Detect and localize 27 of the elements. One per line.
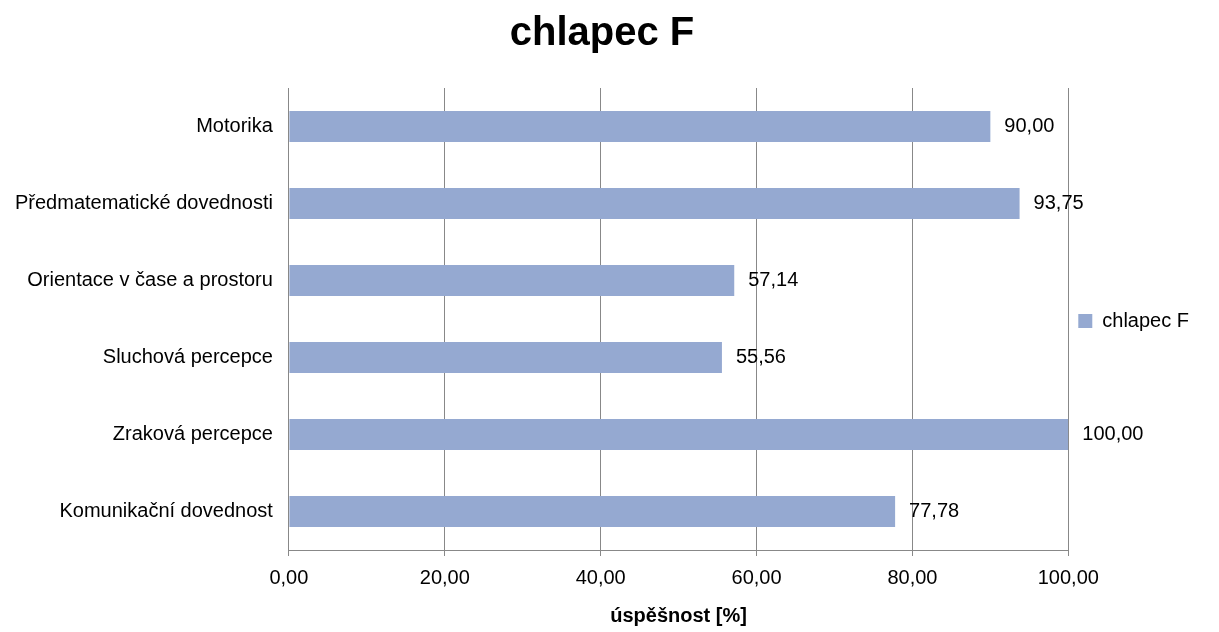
data-label: 55,56: [735, 345, 786, 368]
y-tick-label: Komunikační dovednost: [59, 499, 274, 522]
x-tick-label: 40,00: [575, 565, 626, 588]
data-label: 93,75: [1033, 191, 1084, 214]
data-label: 57,14: [748, 268, 799, 291]
x-tick-label: 20,00: [419, 565, 470, 588]
y-tick-label: Orientace v čase a prostoru: [27, 268, 273, 291]
data-label: 77,78: [909, 499, 960, 522]
y-tick-label: Motorika: [196, 114, 274, 137]
bar: [289, 188, 1020, 219]
bar: [289, 265, 735, 296]
bar: [289, 111, 991, 142]
x-tick-label: 60,00: [731, 565, 782, 588]
chart-title: chlapec F: [509, 9, 695, 54]
x-tick-label: 0,00: [269, 565, 309, 588]
x-tick-label: 100,00: [1037, 565, 1099, 588]
y-tick-label: Zraková percepce: [112, 422, 273, 445]
data-label: 100,00: [1082, 422, 1144, 445]
data-label: 90,00: [1004, 114, 1055, 137]
bar: [289, 496, 896, 527]
bar: [289, 419, 1069, 450]
x-axis-title: úspěšnost [%]: [610, 603, 747, 626]
x-tick-label: 80,00: [887, 565, 938, 588]
y-tick-label: Sluchová percepce: [102, 345, 273, 368]
y-tick-label: Předmatematické dovednosti: [14, 191, 273, 214]
legend-label: chlapec F: [1102, 308, 1190, 331]
bar: [289, 342, 722, 373]
